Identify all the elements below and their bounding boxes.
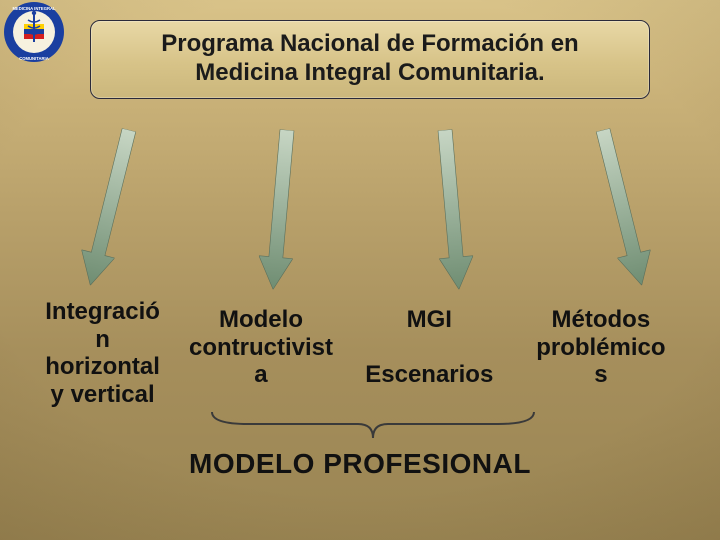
title-line-1: Programa Nacional de Formación en bbox=[101, 29, 639, 58]
logo-ring-text-bottom: COMUNITARIA bbox=[19, 56, 48, 61]
footer-text: MODELO PROFESIONAL bbox=[0, 448, 720, 480]
columns-row: Integració n horizontal y verticalModelo… bbox=[30, 306, 690, 416]
brace-icon bbox=[208, 408, 538, 442]
column-4: Métodos problémico s bbox=[512, 306, 690, 416]
title-box: Programa Nacional de Formación en Medici… bbox=[90, 20, 650, 99]
column-3: MGI Escenarios bbox=[347, 306, 512, 416]
logo-medicina-integral-comunitaria: MEDICINA INTEGRAL COMUNITARIA bbox=[2, 0, 66, 64]
title-line-2: Medicina Integral Comunitaria. bbox=[101, 58, 639, 87]
logo-ring-text-top: MEDICINA INTEGRAL bbox=[12, 6, 56, 11]
column-1: Integració n horizontal y vertical bbox=[30, 298, 175, 408]
column-2: Modelo contructivist a bbox=[175, 306, 347, 416]
